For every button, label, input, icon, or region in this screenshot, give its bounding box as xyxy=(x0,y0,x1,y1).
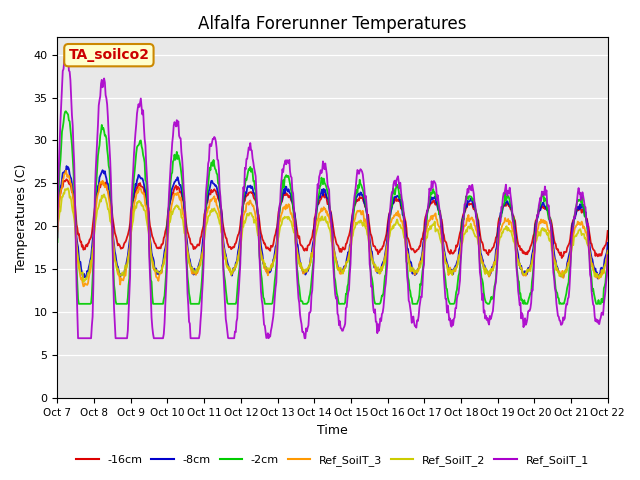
X-axis label: Time: Time xyxy=(317,424,348,437)
Y-axis label: Temperatures (C): Temperatures (C) xyxy=(15,164,28,272)
Legend: -16cm, -8cm, -2cm, Ref_SoilT_3, Ref_SoilT_2, Ref_SoilT_1: -16cm, -8cm, -2cm, Ref_SoilT_3, Ref_Soil… xyxy=(72,451,593,471)
Title: Alfalfa Forerunner Temperatures: Alfalfa Forerunner Temperatures xyxy=(198,15,467,33)
Text: TA_soilco2: TA_soilco2 xyxy=(68,48,149,62)
